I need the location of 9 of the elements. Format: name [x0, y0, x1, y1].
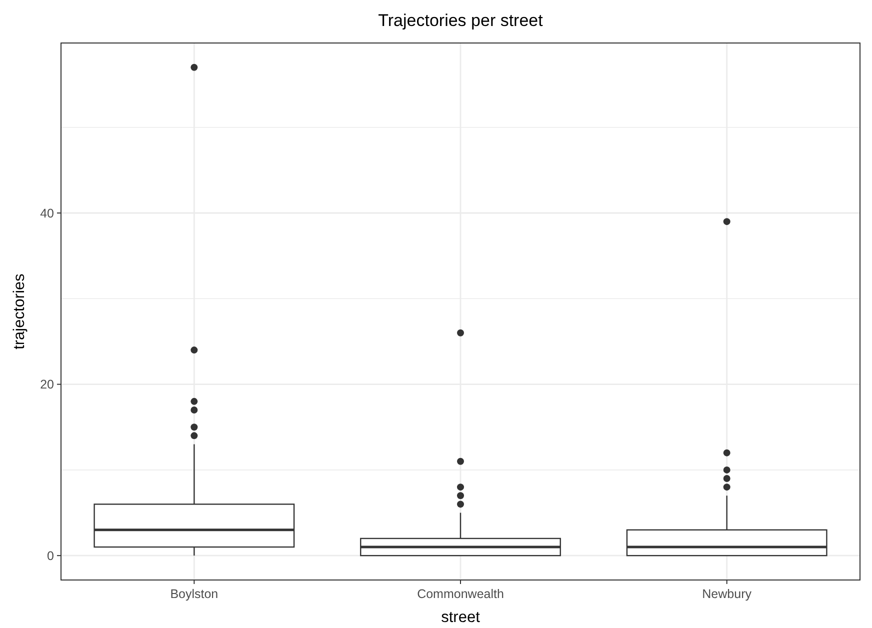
- x-tick-label: Commonwealth: [417, 587, 504, 601]
- x-tick-label: Boylston: [170, 587, 218, 601]
- chart-title: Trajectories per street: [378, 11, 544, 30]
- y-tick-label: 40: [40, 206, 54, 220]
- y-axis-title: trajectories: [11, 273, 28, 350]
- x-tick-label: Newbury: [702, 587, 752, 601]
- y-tick-label: 20: [40, 378, 54, 392]
- y-tick-label: 0: [47, 548, 54, 563]
- x-axis-title: street: [441, 609, 481, 626]
